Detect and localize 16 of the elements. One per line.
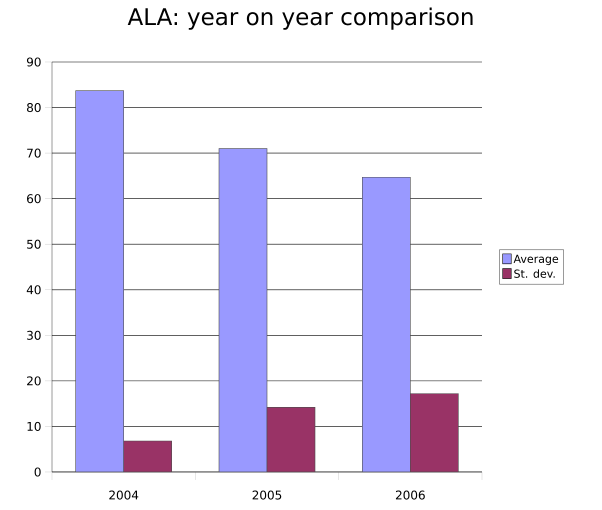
y-tick-label: 70 [27,148,41,158]
y-tick-label: 40 [26,285,41,294]
x-tick-label: 2006 [396,490,425,500]
y-tick-label: 0 [34,467,41,477]
y-tick-label: 80 [27,103,41,112]
legend-label: Average [514,254,558,266]
y-tick-label: 30 [27,330,41,340]
legend-label: St. dev. [514,269,555,278]
y-tick-label: 60 [27,194,41,204]
y-tick-label: 90 [26,57,41,67]
y-tick-label: 20 [27,376,41,386]
y-tick-label: 10 [28,422,41,431]
y-tick-label: 50 [27,240,41,249]
chart-title: ALA: year on year comparison [128,8,473,30]
x-tick-label: 2004 [109,490,138,500]
x-tick-label: 2005 [252,490,282,500]
